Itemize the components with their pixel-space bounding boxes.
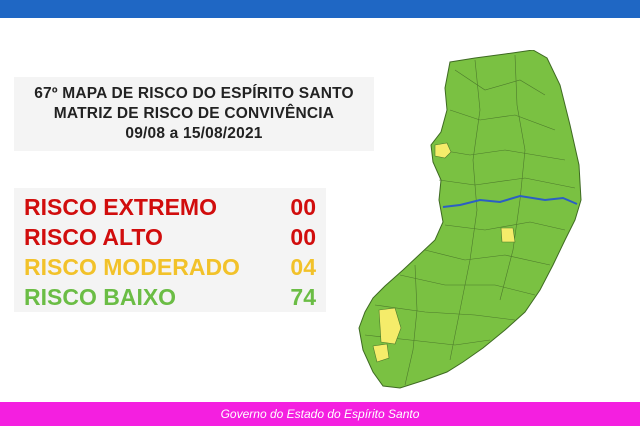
risk-count-high: 00 [290,224,316,250]
risk-map [358,50,582,389]
title-box: 67º MAPA DE RISCO DO ESPÍRITO SANTO MATR… [14,77,374,151]
risk-row-extreme: RISCO EXTREMO 00 [24,192,324,222]
state-outline [358,50,582,389]
risk-label-moderate: RISCO MODERADO [24,254,240,280]
risk-label-high: RISCO ALTO [24,224,163,250]
moderate-risk-area-4 [372,343,390,363]
footer-text: Governo do Estado do Espírito Santo [220,407,420,421]
moderate-risk-area-2 [500,227,516,243]
title-line-1: 67º MAPA DE RISCO DO ESPÍRITO SANTO [34,85,354,102]
risk-count-extreme: 00 [290,194,316,220]
title-line-2: MATRIZ DE RISCO DE CONVIVÊNCIA [53,105,335,122]
footer-bar: Governo do Estado do Espírito Santo [0,402,640,426]
risk-label-extreme: RISCO EXTREMO [24,194,217,220]
risk-count-moderate: 04 [290,254,316,280]
date-range: 09/08 a 15/08/2021 [125,125,263,142]
river [442,194,578,208]
moderate-risk-area-1 [434,142,452,159]
risk-row-high: RISCO ALTO 00 [24,222,324,252]
risk-count-low: 74 [290,284,316,310]
risk-row-low: RISCO BAIXO 74 [24,282,324,312]
risk-summary: RISCO EXTREMO 00 RISCO ALTO 00 RISCO MOD… [14,188,326,312]
moderate-risk-area-3 [378,307,402,345]
risk-row-moderate: RISCO MODERADO 04 [24,252,324,282]
municipal-boundaries [364,54,576,386]
risk-label-low: RISCO BAIXO [24,284,177,310]
top-bar [0,0,640,18]
